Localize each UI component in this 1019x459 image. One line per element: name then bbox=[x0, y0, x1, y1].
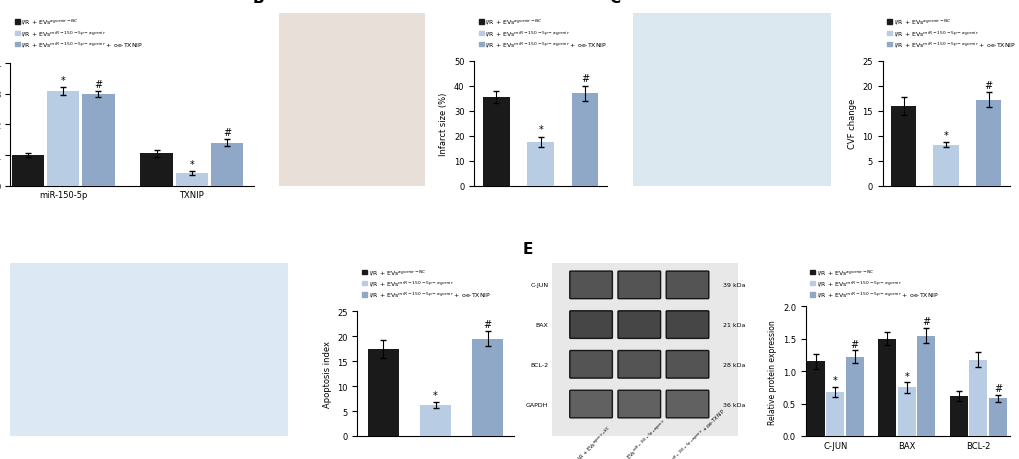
Y-axis label: CVF change: CVF change bbox=[847, 99, 856, 149]
FancyBboxPatch shape bbox=[665, 311, 708, 339]
Legend: I/R + EVs$^{agomir-NC}$, I/R + EVs$^{miR-150-5p-agomir}$, I/R + EVs$^{miR-150-5p: I/R + EVs$^{agomir-NC}$, I/R + EVs$^{miR… bbox=[884, 17, 1016, 51]
Bar bbox=[175, 174, 208, 186]
Bar bbox=[825, 392, 844, 436]
Text: #: # bbox=[94, 80, 102, 90]
Y-axis label: Infarct size (%): Infarct size (%) bbox=[439, 92, 448, 156]
FancyBboxPatch shape bbox=[618, 351, 660, 378]
Text: 28 kDa: 28 kDa bbox=[722, 362, 745, 367]
FancyBboxPatch shape bbox=[618, 271, 660, 299]
Text: B: B bbox=[253, 0, 264, 6]
Bar bbox=[988, 398, 1006, 436]
Text: *: * bbox=[190, 160, 194, 170]
Text: 39 kDa: 39 kDa bbox=[722, 283, 745, 288]
FancyBboxPatch shape bbox=[665, 271, 708, 299]
Text: #: # bbox=[993, 383, 1001, 393]
Bar bbox=[806, 362, 823, 436]
Legend: I/R + EVs$^{agomir-NC}$, I/R + EVs$^{miR-150-5p-agomir}$, I/R + EVs$^{miR-150-5p: I/R + EVs$^{agomir-NC}$, I/R + EVs$^{miR… bbox=[477, 17, 608, 51]
Text: *: * bbox=[538, 125, 542, 135]
Bar bbox=[472, 339, 502, 436]
Text: #: # bbox=[581, 74, 589, 84]
Bar bbox=[916, 336, 934, 436]
FancyBboxPatch shape bbox=[570, 271, 611, 299]
Text: I/R + EVs$^{miR-150-5p-agomir}$ + oe-TXNIP: I/R + EVs$^{miR-150-5p-agomir}$ + oe-TXN… bbox=[653, 406, 728, 459]
Bar bbox=[877, 339, 896, 436]
Text: C: C bbox=[608, 0, 620, 6]
Y-axis label: Apoptosis index: Apoptosis index bbox=[322, 340, 331, 407]
FancyBboxPatch shape bbox=[570, 390, 611, 418]
FancyBboxPatch shape bbox=[570, 351, 611, 378]
Text: 21 kDa: 21 kDa bbox=[722, 322, 745, 327]
Y-axis label: Relative protein expression: Relative protein expression bbox=[767, 319, 776, 424]
Legend: I/R + EVs$^{agomir-NC}$, I/R + EVs$^{miR-150-5p-agomir}$, I/R + EVs$^{miR-150-5p: I/R + EVs$^{agomir-NC}$, I/R + EVs$^{miR… bbox=[360, 267, 491, 301]
Bar bbox=[932, 146, 958, 186]
Text: BAX: BAX bbox=[535, 322, 548, 327]
Legend: I/R + EVs$^{agomir-NC}$, I/R + EVs$^{miR-150-5p-agomir}$, I/R + EVs$^{miR-150-5p: I/R + EVs$^{agomir-NC}$, I/R + EVs$^{miR… bbox=[808, 267, 940, 301]
Text: 36 kDa: 36 kDa bbox=[722, 402, 745, 407]
Bar bbox=[968, 360, 986, 436]
Bar bbox=[572, 94, 598, 186]
Bar bbox=[83, 95, 114, 186]
Bar bbox=[420, 405, 450, 436]
FancyBboxPatch shape bbox=[618, 311, 660, 339]
Bar bbox=[368, 349, 398, 436]
Bar bbox=[891, 106, 916, 186]
FancyBboxPatch shape bbox=[665, 351, 708, 378]
FancyBboxPatch shape bbox=[618, 390, 660, 418]
Bar bbox=[845, 357, 863, 436]
Text: #: # bbox=[483, 319, 491, 329]
Text: #: # bbox=[921, 317, 929, 327]
Bar bbox=[949, 396, 967, 436]
Text: *: * bbox=[904, 371, 908, 381]
Bar bbox=[47, 92, 79, 186]
Bar bbox=[141, 154, 172, 186]
FancyBboxPatch shape bbox=[665, 390, 708, 418]
Bar bbox=[11, 156, 44, 186]
Legend: I/R + EVs$^{agomir-NC}$, I/R + EVs$^{miR-150-5p-agomir}$, I/R + EVs$^{miR-150-5p: I/R + EVs$^{agomir-NC}$, I/R + EVs$^{miR… bbox=[13, 17, 145, 51]
Text: GAPDH: GAPDH bbox=[526, 402, 548, 407]
Text: I/R + EVs$^{agomir-NC}$: I/R + EVs$^{agomir-NC}$ bbox=[575, 423, 613, 459]
Text: #: # bbox=[850, 339, 858, 349]
Text: *: * bbox=[943, 130, 948, 140]
Text: #: # bbox=[983, 80, 991, 90]
Text: BCL-2: BCL-2 bbox=[530, 362, 548, 367]
Bar bbox=[211, 144, 244, 186]
Text: *: * bbox=[832, 375, 837, 386]
Text: C-JUN: C-JUN bbox=[530, 283, 548, 288]
FancyBboxPatch shape bbox=[570, 311, 611, 339]
Bar bbox=[483, 98, 510, 186]
Bar bbox=[975, 101, 1001, 186]
Text: #: # bbox=[223, 128, 231, 138]
Bar bbox=[527, 143, 553, 186]
Text: E: E bbox=[522, 241, 532, 256]
Text: *: * bbox=[61, 76, 65, 86]
Text: I/R + EVs$^{miR-150-5p-agomir}$: I/R + EVs$^{miR-150-5p-agomir}$ bbox=[615, 416, 668, 459]
Text: *: * bbox=[433, 390, 437, 400]
Bar bbox=[897, 387, 915, 436]
